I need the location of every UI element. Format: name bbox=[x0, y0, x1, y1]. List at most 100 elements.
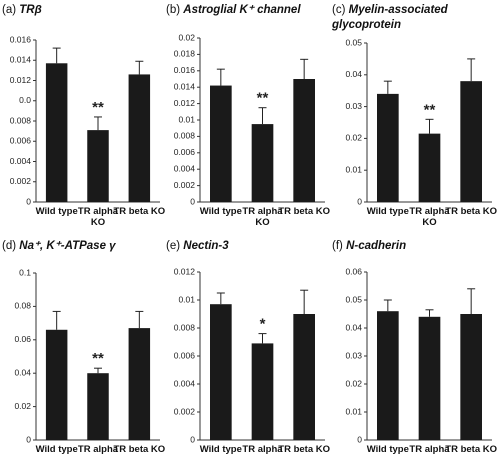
bar bbox=[293, 79, 315, 202]
bar bbox=[418, 316, 441, 440]
x-tick-label-box: Wild type bbox=[200, 206, 242, 217]
bar bbox=[460, 81, 482, 202]
panel-title: (c) Myelin-associated glycoprotein bbox=[332, 3, 462, 33]
x-tick-label: TR alpha KO bbox=[242, 206, 283, 228]
panel-title: (f) N-cadherin bbox=[332, 239, 497, 254]
y-tick-label: 0.08 bbox=[14, 301, 31, 311]
panel-title-text: Astroglial K⁺ channel bbox=[183, 4, 301, 16]
x-tick-label: Wild type bbox=[199, 444, 242, 454]
error-bar bbox=[52, 47, 61, 64]
error-bar bbox=[467, 288, 476, 314]
x-tick-label-box: TR alpha KO bbox=[77, 444, 119, 454]
x-tick-label-box: TR beta KO bbox=[445, 206, 498, 217]
y-tick-label: 0.02 bbox=[345, 133, 362, 143]
y-tick-label: 0.004 bbox=[10, 156, 32, 166]
bar bbox=[45, 63, 68, 202]
x-tick-label: TR alpha KO bbox=[77, 444, 119, 454]
y-tick-label: 0.02 bbox=[178, 32, 195, 42]
y-tick-label: 0.01 bbox=[345, 164, 362, 174]
error-bar bbox=[216, 68, 225, 86]
y-tick-label: 0.04 bbox=[14, 367, 31, 377]
y-tick-label: 0.002 bbox=[174, 180, 196, 190]
x-tick-label: TR beta KO bbox=[113, 206, 166, 217]
y-tick-label: 0.06 bbox=[345, 266, 362, 276]
y-tick-label: 0.0 bbox=[19, 95, 31, 105]
x-tick-label: TR beta KO bbox=[278, 206, 331, 217]
y-tick-label: 0.006 bbox=[174, 350, 196, 360]
y-tick-label: 0.002 bbox=[10, 176, 32, 186]
x-tick-label-box: TR alpha KO bbox=[242, 444, 282, 454]
y-tick-label: 0 bbox=[26, 434, 31, 444]
x-tick-label-box: TR beta KO bbox=[445, 444, 497, 454]
error-bar bbox=[383, 299, 392, 312]
x-tick-label: TR beta KO bbox=[445, 206, 498, 217]
panel-title-box: (f) N-cadherin bbox=[332, 239, 497, 254]
panel-label: (a) bbox=[2, 4, 17, 16]
panel-title-text: Nectin-3 bbox=[183, 240, 229, 252]
y-tick-label: 0.002 bbox=[174, 406, 196, 416]
y-tick-label: 0.05 bbox=[345, 294, 362, 304]
significance: ** bbox=[92, 350, 104, 367]
error-bar bbox=[94, 116, 102, 131]
error-bar bbox=[216, 292, 225, 305]
y-tick-label: 0.006 bbox=[10, 136, 32, 146]
bar bbox=[251, 343, 274, 440]
bar bbox=[210, 304, 232, 440]
panel-label: (b) bbox=[166, 4, 181, 16]
error-bar bbox=[258, 333, 267, 344]
y-tick-label: 0.04 bbox=[345, 322, 362, 332]
bar bbox=[293, 314, 315, 440]
x-tick-label: Wild type bbox=[366, 206, 409, 217]
y-tick-label: 0.008 bbox=[174, 131, 196, 141]
bar bbox=[377, 311, 399, 440]
bar bbox=[128, 74, 151, 202]
y-tick-label: 0.02 bbox=[345, 378, 362, 388]
y-tick-label: 0.016 bbox=[10, 34, 32, 44]
x-tick-label-box: TR alpha KO bbox=[409, 206, 449, 228]
x-tick-label-box: Wild type bbox=[199, 444, 242, 454]
x-tick-label-box: Wild type bbox=[36, 444, 78, 454]
y-tick-label: 0.01 bbox=[178, 294, 195, 304]
x-tick-label-box: TR alpha KO bbox=[242, 206, 283, 228]
panel-title-box: (b) Astroglial K⁺ channel bbox=[166, 3, 331, 18]
y-tick-label: 0.06 bbox=[14, 334, 31, 344]
y-tick-label: 0.012 bbox=[174, 266, 196, 276]
x-tick-label-box: TR beta KO bbox=[113, 444, 165, 454]
panel-title-box: (a) TRβ bbox=[2, 3, 167, 18]
bar bbox=[87, 130, 109, 202]
y-tick-label: 0.05 bbox=[345, 37, 362, 47]
panel-label: (f) bbox=[332, 240, 343, 252]
significance: ** bbox=[424, 101, 436, 118]
panel-title: (a) TRβ bbox=[2, 3, 167, 18]
bar bbox=[87, 373, 109, 440]
panel-title-text: Na⁺, K⁺-ATPase γ bbox=[19, 240, 116, 252]
y-tick-label: 0.004 bbox=[174, 378, 196, 388]
y-tick-label: 0.006 bbox=[174, 147, 196, 157]
y-tick-label: 0.014 bbox=[174, 81, 196, 91]
panel-title-box: (e) Nectin-3 bbox=[166, 239, 331, 254]
x-tick-label: Wild type bbox=[366, 444, 409, 454]
error-bar bbox=[258, 107, 267, 125]
panel-title: (b) Astroglial K⁺ channel bbox=[166, 3, 331, 18]
error-bar bbox=[94, 367, 102, 374]
significance: ** bbox=[92, 99, 104, 116]
y-tick-label: 0.004 bbox=[174, 163, 196, 173]
significance: ** bbox=[257, 90, 269, 107]
y-tick-label: 0 bbox=[357, 434, 362, 444]
panel-title-box: (c) Myelin-associated glycoprotein bbox=[332, 3, 462, 33]
y-tick-label: 0.008 bbox=[10, 115, 32, 125]
error-bar bbox=[135, 60, 144, 75]
panel-title-text: Myelin-associated glycoprotein bbox=[332, 4, 448, 31]
panel-title: (e) Nectin-3 bbox=[166, 239, 331, 254]
y-tick-label: 0 bbox=[26, 196, 31, 206]
bar bbox=[460, 314, 482, 440]
y-tick-label: 0.014 bbox=[10, 55, 32, 65]
bar bbox=[377, 93, 399, 202]
bar bbox=[251, 124, 274, 202]
y-tick-label: 0.012 bbox=[10, 75, 32, 85]
x-tick-label: TR alpha KO bbox=[409, 444, 450, 454]
panel-label: (d) bbox=[2, 240, 17, 252]
y-tick-label: 0 bbox=[357, 196, 362, 206]
bar bbox=[128, 328, 151, 440]
